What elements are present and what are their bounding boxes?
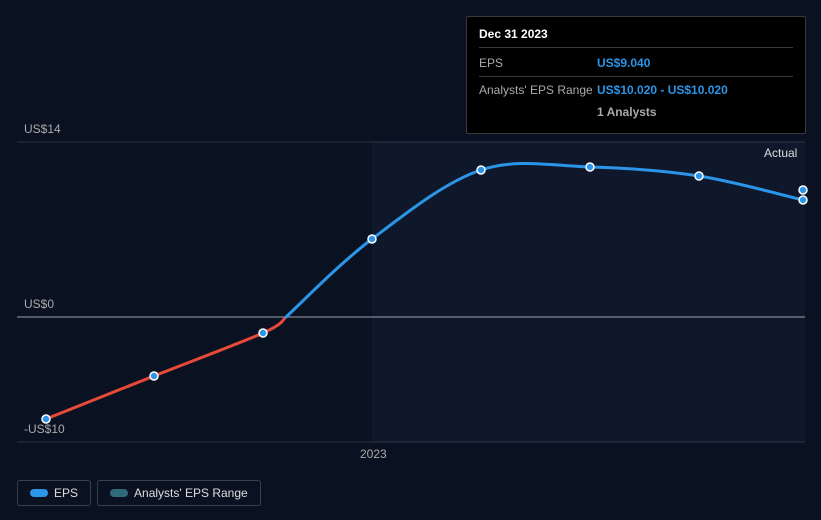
eps-marker[interactable] [150,372,158,380]
chart-tooltip: Dec 31 2023 EPS US$9.040 Analysts' EPS R… [466,16,806,134]
y-axis-label-14: US$14 [24,122,61,136]
eps-marker[interactable] [368,235,376,243]
eps-end-marker[interactable] [799,186,807,194]
chart-legend: EPS Analysts' EPS Range [17,480,261,506]
y-axis-label-0: US$0 [24,297,54,311]
eps-marker[interactable] [586,163,594,171]
eps-marker[interactable] [477,166,485,174]
tooltip-range-value: US$10.020 - US$10.020 [597,81,728,99]
eps-marker[interactable] [799,196,807,204]
eps-line-negative [46,317,286,419]
tooltip-analysts-count: 1 Analysts [597,103,793,121]
legend-item-eps[interactable]: EPS [17,480,91,506]
chart-container: US$14 US$0 -US$10 Actual 2023 Dec 31 202… [0,0,821,520]
eps-marker[interactable] [259,329,267,337]
eps-marker[interactable] [695,172,703,180]
x-axis-label-2023: 2023 [360,447,387,461]
actual-label: Actual [764,146,797,160]
tooltip-range-row: Analysts' EPS Range US$10.020 - US$10.02… [479,79,793,101]
legend-swatch-eps [30,489,46,497]
legend-swatch-range [110,489,126,497]
tooltip-eps-value: US$9.040 [597,54,650,72]
tooltip-date: Dec 31 2023 [479,25,793,48]
legend-label-range: Analysts' EPS Range [134,486,248,500]
tooltip-eps-row: EPS US$9.040 [479,52,793,77]
legend-item-range[interactable]: Analysts' EPS Range [97,480,261,506]
y-axis-label-n10: -US$10 [24,422,65,436]
legend-label-eps: EPS [54,486,78,500]
tooltip-range-label: Analysts' EPS Range [479,81,597,99]
tooltip-eps-label: EPS [479,54,597,72]
chart-band [372,142,805,442]
